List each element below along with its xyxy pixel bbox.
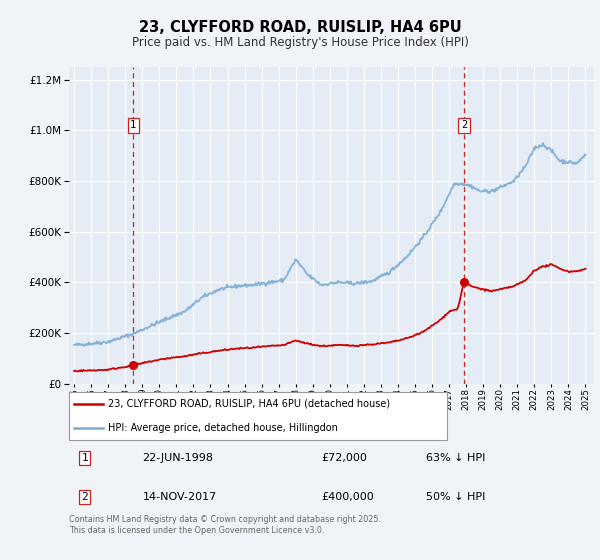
Text: 1: 1 (130, 120, 136, 130)
Text: 50% ↓ HPI: 50% ↓ HPI (426, 492, 485, 502)
Text: 2: 2 (461, 120, 467, 130)
Text: HPI: Average price, detached house, Hillingdon: HPI: Average price, detached house, Hill… (109, 423, 338, 433)
Text: Price paid vs. HM Land Registry's House Price Index (HPI): Price paid vs. HM Land Registry's House … (131, 36, 469, 49)
FancyBboxPatch shape (69, 392, 447, 440)
Text: £400,000: £400,000 (321, 492, 374, 502)
Text: 2: 2 (82, 492, 88, 502)
Text: 1: 1 (82, 453, 88, 463)
Text: 14-NOV-2017: 14-NOV-2017 (143, 492, 217, 502)
Text: £72,000: £72,000 (321, 453, 367, 463)
Text: 23, CLYFFORD ROAD, RUISLIP, HA4 6PU (detached house): 23, CLYFFORD ROAD, RUISLIP, HA4 6PU (det… (109, 399, 391, 409)
Text: 22-JUN-1998: 22-JUN-1998 (143, 453, 214, 463)
Text: 63% ↓ HPI: 63% ↓ HPI (426, 453, 485, 463)
Text: 23, CLYFFORD ROAD, RUISLIP, HA4 6PU: 23, CLYFFORD ROAD, RUISLIP, HA4 6PU (139, 20, 461, 35)
Text: Contains HM Land Registry data © Crown copyright and database right 2025.
This d: Contains HM Land Registry data © Crown c… (69, 515, 381, 535)
